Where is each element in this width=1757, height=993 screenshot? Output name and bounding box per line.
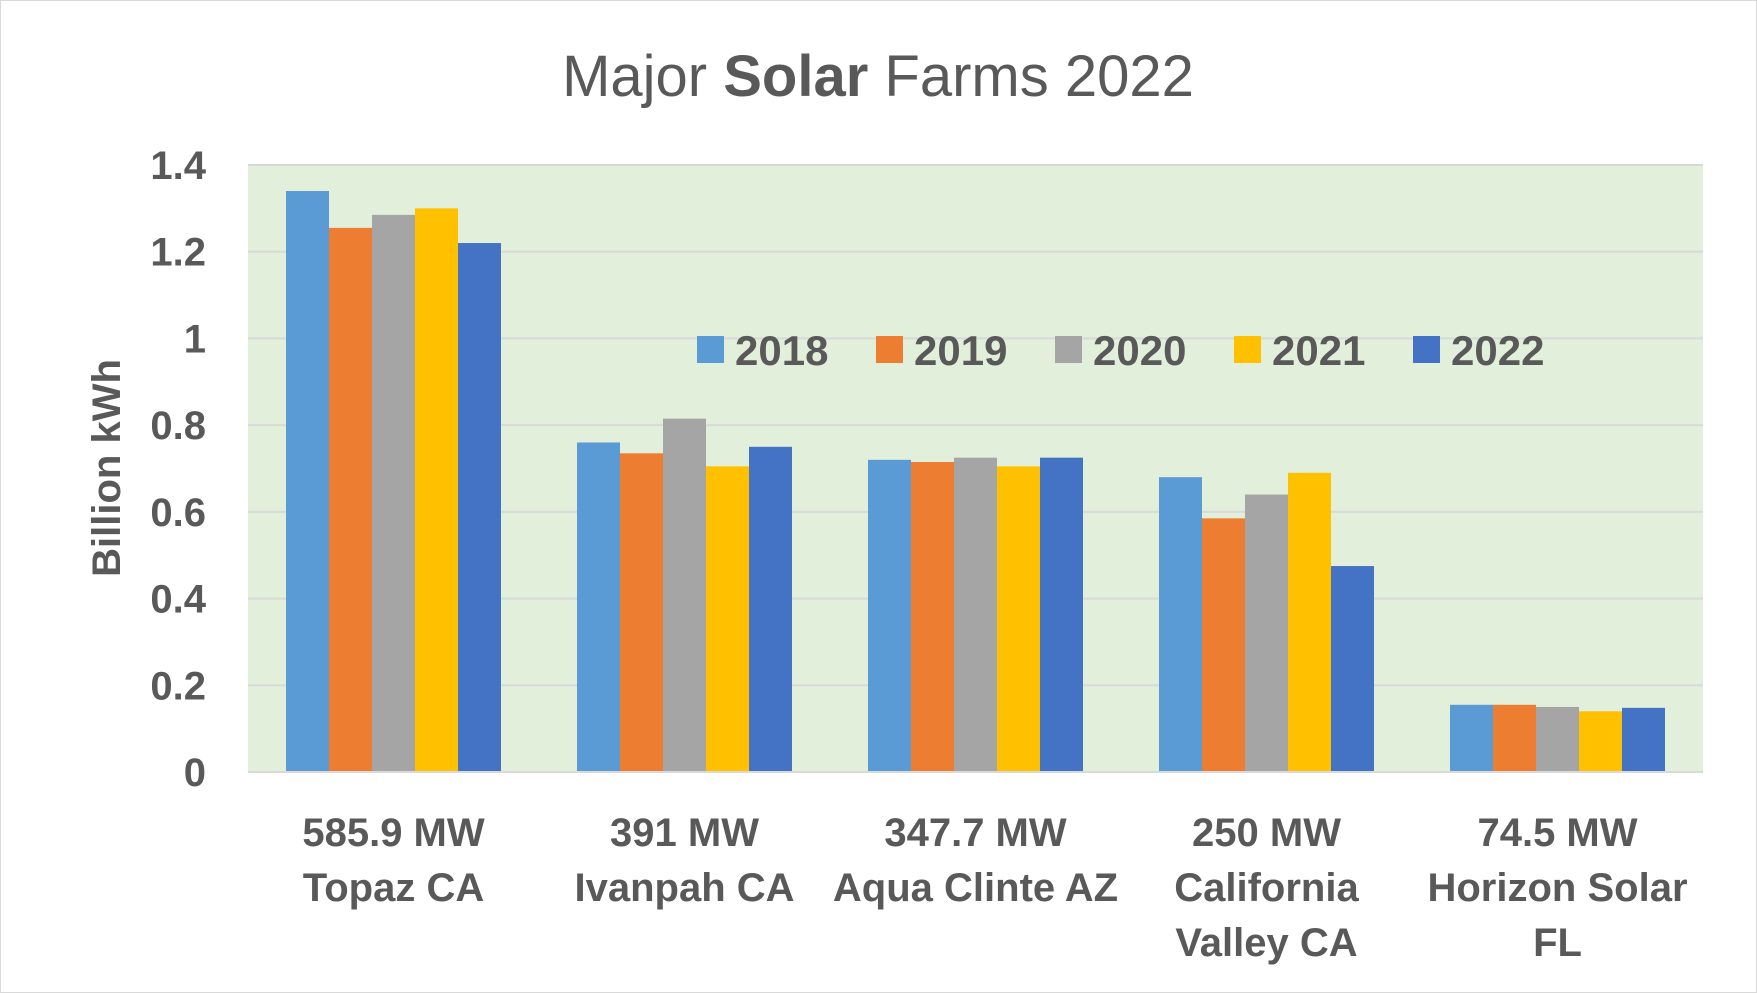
bar-2018	[1450, 704, 1493, 772]
bar-2021	[415, 208, 458, 772]
bar-2021	[997, 466, 1040, 772]
y-tick-label: 1	[184, 317, 206, 361]
x-category-label: 74.5 MW Horizon Solar FL	[1427, 811, 1687, 965]
x-category-label-line: 250 MW	[1192, 811, 1341, 855]
bar-2020	[1536, 706, 1579, 772]
chart-title-part-2: Solar	[723, 44, 868, 109]
x-category-label: 347.7 MW Aqua Clinte AZ	[833, 811, 1118, 910]
legend-swatch-2021	[1234, 336, 1261, 363]
legend-label-2019: 2019	[914, 327, 1007, 374]
legend-swatch-2022	[1413, 336, 1440, 363]
bar-2022	[1040, 457, 1083, 772]
bar-2020	[372, 214, 415, 772]
bars	[286, 191, 1665, 773]
x-axis-categories: 585.9 MW Topaz CA 391 MW Ivanpah CA 347.7 MW…	[302, 811, 1687, 965]
bar-2022	[1622, 707, 1665, 772]
chart-title: Major Solar Farms 2022	[562, 44, 1194, 109]
chart-title-part-1: Major	[562, 44, 723, 109]
legend-swatch-2018	[697, 336, 724, 363]
x-category-label: 585.9 MW Topaz CA	[302, 811, 485, 910]
x-category-label-line: 391 MW	[610, 811, 759, 855]
bar-2020	[1245, 494, 1288, 772]
y-tick-label: 0.8	[150, 404, 206, 448]
bar-2018	[577, 442, 620, 772]
x-category-label-line: Horizon Solar	[1427, 866, 1687, 910]
bar-2021	[706, 466, 749, 772]
x-category-label-line: California	[1174, 866, 1359, 910]
legend-swatch-2020	[1055, 336, 1082, 363]
x-category-label-line: 74.5 MW	[1477, 811, 1637, 855]
y-tick-label: 1.4	[150, 144, 206, 188]
legend-swatch-2019	[876, 336, 903, 363]
y-tick-label: 1.2	[150, 231, 206, 275]
bar-2022	[749, 446, 792, 772]
chart-title-part-3: Farms 2022	[868, 44, 1194, 109]
bar-2019	[911, 461, 954, 772]
bar-2019	[329, 227, 372, 772]
y-tick-label: 0.4	[150, 578, 206, 622]
legend: 2018 2019 2020 2021 2022	[697, 327, 1544, 374]
y-tick-label: 0.2	[150, 664, 206, 708]
y-axis-label: Billion kWh	[85, 359, 129, 577]
bar-2020	[954, 457, 997, 772]
x-category-label: 250 MW California Valley CA	[1174, 811, 1359, 965]
legend-label-2021: 2021	[1272, 327, 1365, 374]
bar-2018	[868, 459, 911, 772]
bar-2018	[1159, 477, 1202, 772]
x-category-label-line: Valley CA	[1175, 921, 1357, 965]
bar-2021	[1579, 711, 1622, 772]
x-category-label-line: Topaz CA	[303, 866, 484, 910]
x-category-label-line: Aqua Clinte AZ	[833, 866, 1118, 910]
x-category-label-line: Ivanpah CA	[574, 866, 794, 910]
y-axis-ticks: 0 0.2 0.4 0.6 0.8 1 1.2 1.4	[150, 144, 206, 795]
x-category-label-line: 347.7 MW	[884, 811, 1067, 855]
bar-2022	[1331, 566, 1374, 772]
y-tick-label: 0.6	[150, 491, 206, 535]
bar-2021	[1288, 472, 1331, 772]
bar-2019	[1493, 704, 1536, 772]
bar-2018	[286, 191, 329, 772]
x-category-label-line: FL	[1533, 921, 1582, 965]
bar-2019	[620, 453, 663, 772]
x-category-label-line: 585.9 MW	[302, 811, 485, 855]
legend-label-2022: 2022	[1451, 327, 1544, 374]
bar-2019	[1202, 518, 1245, 772]
legend-label-2018: 2018	[735, 327, 828, 374]
x-category-label: 391 MW Ivanpah CA	[574, 811, 794, 910]
bar-2022	[458, 243, 501, 773]
y-tick-label: 0	[184, 751, 206, 795]
legend-label-2020: 2020	[1093, 327, 1186, 374]
bar-2020	[663, 418, 706, 772]
